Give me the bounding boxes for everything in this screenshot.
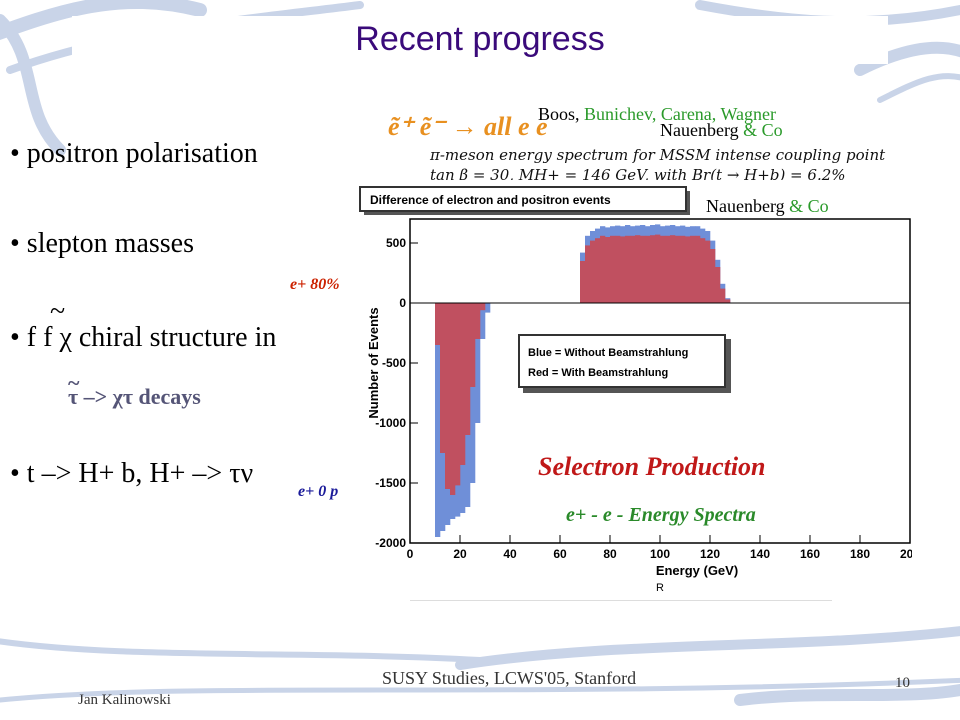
bar-2-0	[580, 261, 586, 303]
bar-0-9	[480, 303, 486, 339]
bar-0-10	[485, 303, 491, 313]
axis-footer-letter: R	[656, 582, 664, 594]
bar-2-8	[620, 236, 626, 303]
legend-box: Blue = Without Beamstrahlung Red = With …	[518, 334, 726, 388]
credit-nauenberg-1-co: & Co	[738, 120, 783, 140]
x-tick-label-7: 140	[750, 547, 770, 561]
y-tick-label-0: 500	[386, 236, 406, 250]
y-tick-label-2: -500	[382, 356, 406, 370]
bullet-positron-polarisation: • positron polarisation	[10, 138, 258, 169]
x-tick-label-0: 0	[407, 547, 414, 561]
bar-1-8	[475, 303, 481, 339]
bar-2-15	[655, 234, 661, 303]
bar-2-2	[590, 240, 596, 303]
bar-2-20	[680, 235, 686, 303]
bar-0-7	[470, 303, 476, 483]
bar-2-7	[615, 235, 621, 303]
bar-2-3	[595, 238, 601, 303]
bar-1-1	[440, 303, 446, 453]
chart-title-box	[359, 186, 687, 212]
x-tick-label-6: 120	[700, 547, 720, 561]
bullet3-tilde: ~	[50, 296, 66, 327]
bullet-top-decay: • t –> H+ b, H+ –> τν	[10, 458, 254, 489]
y-tick-label-4: -1500	[375, 476, 406, 490]
y-tick-label-3: -1000	[375, 416, 406, 430]
credit-nauenberg-1: Nauenberg & Co	[660, 120, 783, 141]
bar-2-14	[650, 235, 656, 303]
title-bar	[72, 16, 888, 64]
bar-1-2	[445, 303, 451, 489]
credit-nauenberg-2: Nauenberg & Co	[706, 196, 829, 217]
x-tick-label-8: 160	[800, 547, 820, 561]
bar-2-24	[700, 238, 706, 303]
bar-2-23	[695, 235, 701, 303]
legend-blue: Blue = Without Beamstrahlung	[528, 347, 689, 359]
bar-2-28	[720, 288, 726, 303]
x-tick-label-3: 60	[553, 547, 567, 561]
x-tick-label-10: 200	[900, 547, 912, 561]
bar-2-9	[625, 235, 631, 303]
pi-meson-caption-2: tan β = 30, MH+ = 146 GeV, with Br(t → H…	[430, 166, 846, 180]
bar-1-6	[465, 303, 471, 435]
selectron-production-label: Selectron Production	[538, 452, 766, 481]
x-axis-label: Energy (GeV)	[656, 563, 738, 578]
bar-1-4	[455, 303, 461, 486]
y-tick-label-5: -2000	[375, 536, 406, 550]
x-tick-label-9: 180	[850, 547, 870, 561]
bullet-slepton-masses: • slepton masses	[10, 228, 195, 259]
bar-2-18	[670, 235, 676, 303]
x-tick-label-1: 20	[453, 547, 467, 561]
bar-2-6	[610, 235, 616, 303]
bar-2-1	[585, 245, 591, 303]
credit-nauenberg-2-name: Nauenberg	[706, 196, 785, 216]
bar-1-5	[460, 303, 466, 465]
page-number: 10	[895, 675, 910, 691]
bar-1-3	[450, 303, 456, 495]
credit-boos: Boos, Bunichev, Carena, Wagner	[538, 104, 776, 125]
credit-boos-first: Boos,	[538, 104, 580, 124]
positron-0-fragment: e+ 0 p	[298, 483, 339, 500]
legend-red: Red = With Beamstrahlung	[528, 367, 669, 379]
footer-conference: SUSY Studies, LCWS'05, Stanford	[382, 668, 637, 688]
bar-2-16	[660, 235, 666, 303]
x-tick-label-5: 100	[650, 547, 670, 561]
bar-2-13	[645, 235, 651, 303]
sub-bullet-tilde: ~	[68, 370, 80, 395]
bar-2-26	[710, 249, 716, 303]
bullet-chiral-structure: • f f χ chiral structure in	[10, 322, 277, 353]
chart-title: Difference of electron and positron even…	[370, 193, 611, 207]
slide-title: Recent progress	[355, 20, 605, 58]
positron-80-fragment: e+ 80%	[290, 276, 340, 293]
energy-spectra-label: e+ - e - Energy Spectra	[566, 504, 756, 526]
footer-author: Jan Kalinowski	[78, 692, 171, 708]
bar-2-11	[635, 235, 641, 303]
credit-nauenberg-1-name: Nauenberg	[660, 120, 739, 140]
bar-2-17	[665, 235, 671, 303]
selectron-pair-label: ẽ⁺ ẽ⁻ → all e e	[388, 112, 548, 141]
bar-0-8	[475, 303, 481, 423]
pi-meson-caption-1: π-meson energy spectrum for MSSM intense…	[430, 146, 886, 164]
bar-2-29	[725, 299, 731, 303]
bar-0-0	[435, 303, 441, 537]
bar-2-5	[605, 237, 611, 303]
credit-nauenberg-2-co: & Co	[784, 196, 829, 216]
bar-1-7	[470, 303, 476, 387]
bar-2-12	[640, 235, 646, 303]
bar-2-27	[715, 267, 721, 303]
y-axis-label: Number of Events	[366, 307, 381, 418]
y-tick-label-1: 0	[399, 296, 406, 310]
bar-1-0	[435, 303, 441, 345]
x-tick-label-2: 40	[503, 547, 517, 561]
bar-1-9	[480, 303, 486, 311]
bar-2-25	[705, 240, 711, 303]
bar-2-22	[690, 235, 696, 303]
credit-boos-rest: Bunichev, Carena, Wagner	[579, 104, 776, 124]
sub-bullet-tau-decays: τ –> χτ decays	[68, 384, 201, 409]
x-tick-label-4: 80	[603, 547, 617, 561]
bar-2-4	[600, 235, 606, 303]
bar-2-21	[685, 236, 691, 303]
bar-2-10	[630, 235, 636, 303]
bar-2-19	[675, 235, 681, 303]
